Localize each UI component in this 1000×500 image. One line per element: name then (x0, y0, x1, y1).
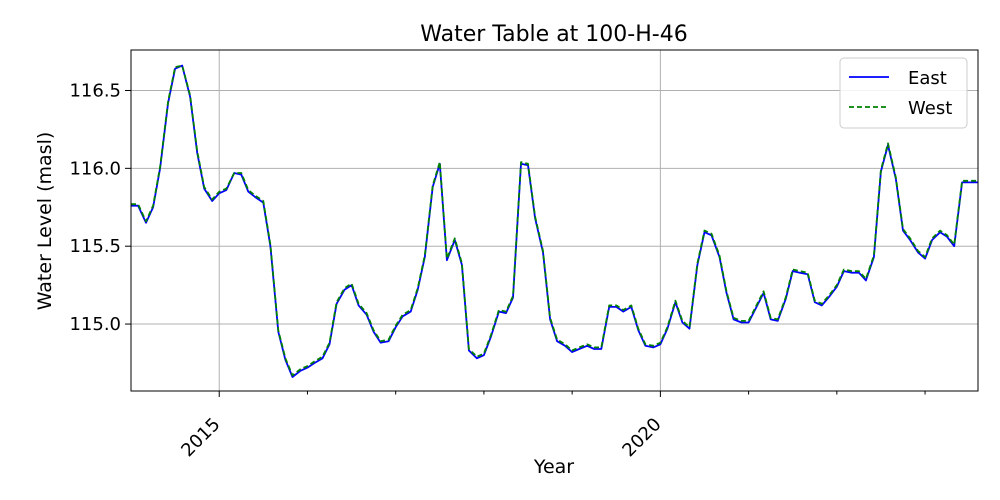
y-tick-label: 116.0 (69, 158, 121, 179)
y-axis-label: Water Level (masl) (34, 132, 56, 311)
y-tick-label: 115.5 (69, 236, 121, 257)
legend-east-label: East (908, 68, 947, 89)
legend-west-label: West (908, 98, 952, 119)
legend-box (839, 57, 968, 129)
y-tick-label: 115.0 (69, 314, 121, 335)
plot-area-frame (130, 49, 979, 392)
x-axis-label: Year (533, 456, 574, 478)
x-tick-label: 2020 (618, 414, 665, 461)
grid-lines (131, 50, 978, 391)
series-lines (131, 64, 978, 378)
x-tick-label: 2015 (177, 414, 224, 461)
chart-title: Water Table at 100-H-46 (420, 22, 687, 47)
y-tick-label: 116.5 (69, 80, 121, 101)
legend: East West (839, 57, 968, 129)
series-line-west (131, 64, 978, 377)
